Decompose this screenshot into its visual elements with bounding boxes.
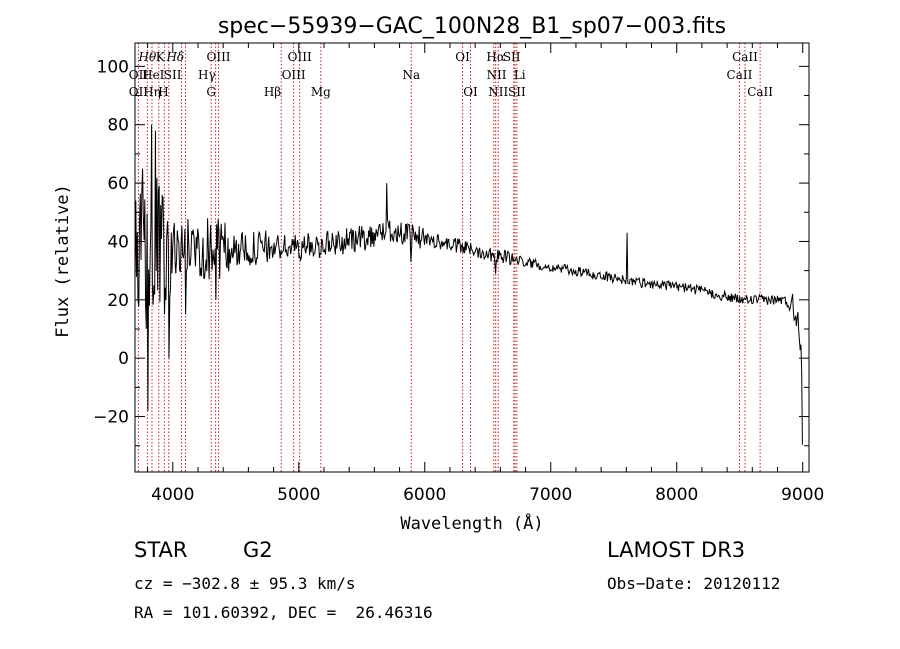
chart-title: spec−55939−GAC_100N28_B1_sp07−003.fits	[218, 14, 726, 39]
x-axis-ticks: 4000 5000 6000 7000 8000 9000	[147, 43, 824, 505]
spectral-line-label: OI	[463, 85, 478, 99]
plot-frame	[134, 42, 810, 473]
spectral-line-label: K	[156, 50, 166, 64]
spectral-line-label: Na	[402, 68, 420, 82]
x-tick-label: 5000	[277, 485, 320, 505]
spectral-line-label: Hα	[486, 50, 505, 64]
x-tick-label: 6000	[403, 485, 446, 505]
x-tick-label: 7000	[529, 485, 572, 505]
y-tick-label: 100	[97, 57, 129, 77]
y-tick-label: 40	[107, 232, 129, 252]
spectral-line-label: Hθ	[137, 50, 156, 64]
spectral-line-label: OII	[129, 85, 149, 99]
x-tick-label: 9000	[781, 485, 824, 505]
redshift-velocity: cz = −302.8 ± 95.3 km/s	[134, 574, 356, 593]
spectral-line-label: CaII	[747, 85, 773, 99]
spectral-line-label: Hη	[143, 85, 161, 99]
y-tick-label: 0	[118, 349, 129, 369]
y-tick-label: 60	[107, 174, 129, 194]
spectral-line-label: H	[158, 85, 168, 99]
spectral-line-label: SII	[164, 68, 182, 82]
x-tick-label: 8000	[655, 485, 698, 505]
spectral-line-label: NII	[487, 68, 507, 82]
spectral-line-label: SII	[503, 50, 521, 64]
spectral-line-label: OIII	[206, 50, 230, 64]
y-tick-label: 80	[107, 116, 129, 136]
spectrum-line	[134, 124, 803, 445]
spectral-line-label: CaII	[732, 50, 758, 64]
spectral-line-label: NII	[488, 85, 508, 99]
y-axis-ticks: −20 0 20 40 60 80 100	[93, 57, 809, 447]
spectral-line-label: OIII	[288, 50, 312, 64]
spectral-line-label: SII	[508, 85, 526, 99]
spectral-line-label: Hβ	[264, 85, 281, 99]
x-tick-label: 4000	[151, 485, 194, 505]
spectral-line-label: OII	[129, 68, 149, 82]
y-axis-label: Flux (relative)	[53, 184, 73, 338]
sky-coordinates: RA = 101.60392, DEC = 26.46316	[134, 603, 433, 622]
spectral-line-label: Hδ	[165, 50, 184, 64]
survey-name: LAMOST DR3	[607, 538, 746, 562]
object-class: STAR	[134, 538, 188, 562]
spectral-line-label: G	[206, 85, 216, 99]
y-tick-label: 20	[107, 291, 129, 311]
spectral-line-label: OIII	[282, 68, 306, 82]
spectral-subclass: G2	[243, 538, 273, 562]
y-tick-label: −20	[93, 408, 129, 428]
spectral-line-label: Li	[514, 68, 526, 82]
reference-lines	[137, 43, 761, 472]
spectral-line-label: Mg	[311, 85, 331, 99]
observation-date: Obs−Date: 20120112	[607, 574, 781, 593]
spectral-line-label: Hγ	[198, 68, 216, 82]
x-axis-label: Wavelength (Å)	[400, 512, 543, 534]
spectral-line-label: CaII	[727, 68, 753, 82]
spectral-line-label: HeI	[142, 68, 165, 82]
spectral-line-label: OI	[455, 50, 470, 64]
